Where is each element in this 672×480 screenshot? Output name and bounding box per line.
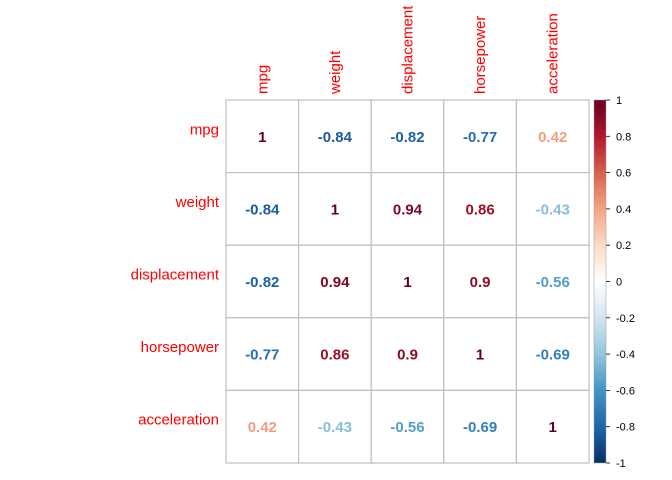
correlation-value-label: -0.56: [536, 274, 570, 291]
correlation-value-label: -0.84: [245, 201, 280, 218]
column-label: displacement: [400, 5, 417, 94]
correlation-value-label: 1: [476, 347, 484, 364]
correlation-value-label: -0.69: [463, 419, 497, 436]
correlation-value-label: 0.94: [320, 274, 350, 291]
matrix-cell: [298, 389, 372, 464]
colorbar-tick-label: -0.6: [616, 385, 635, 397]
matrix-cell: [443, 244, 517, 319]
row-label: acceleration: [138, 412, 219, 429]
column-label: acceleration: [545, 13, 562, 94]
correlation-value-label: 0.42: [248, 419, 277, 436]
matrix-cell: [370, 317, 445, 391]
matrix-cell: [225, 317, 300, 391]
correlation-value-label: 0.86: [465, 201, 494, 218]
colorbar: 1 0.8 0.6 0.4 0.2 0 -0.2 -0.4 -0.6 -0.8 -1: [593, 95, 635, 470]
column-label: weight: [327, 50, 344, 95]
colorbar-tick-label: 0.2: [616, 240, 631, 252]
correlation-value-label: 0.86: [320, 347, 349, 364]
correlation-value-label: 1: [258, 129, 266, 146]
correlation-value-label: 1: [403, 274, 411, 291]
colorbar-tick-label: -0.2: [616, 313, 635, 325]
correlation-value-label: -0.82: [390, 129, 424, 146]
row-labels: mpg weight displacement horsepower accelerat…: [131, 121, 220, 428]
row-label: horsepower: [141, 339, 219, 356]
correlation-value-label: 0.9: [397, 347, 418, 364]
correlation-value-label: -0.43: [536, 201, 570, 218]
row-label: mpg: [190, 121, 219, 138]
row-label: displacement: [131, 267, 220, 284]
matrix-cell: [515, 389, 590, 464]
colorbar-tick-label: 0.4: [616, 204, 631, 216]
correlation-value-label: 1: [549, 419, 557, 436]
matrix-cell: [225, 172, 300, 246]
matrix-cell: [370, 389, 445, 464]
colorbar-tick-label: 0: [616, 277, 622, 289]
colorbar-tick-label: 0.8: [616, 131, 631, 143]
correlation-value-label: 0.9: [470, 274, 491, 291]
matrix-cell: [298, 99, 372, 174]
matrix-cell: [515, 172, 590, 246]
colorbar-tick-label: -0.4: [616, 349, 635, 361]
correlation-value-label: -0.77: [463, 129, 497, 146]
correlation-value-label: -0.43: [318, 419, 352, 436]
matrix-cell: [370, 99, 445, 174]
colorbar-scale: [593, 99, 607, 464]
correlation-value-label: -0.56: [390, 419, 424, 436]
colorbar-tick-label: 0.6: [616, 168, 631, 180]
row-label: weight: [175, 194, 220, 211]
correlation-value-label: 1: [331, 201, 339, 218]
column-label: mpg: [254, 65, 271, 94]
correlation-matrix: 1 -0.84 -0.82 -0.77 0.42 -0.84 1 0.94 0.86 -0.43 -…: [225, 99, 590, 464]
colorbar-tick-label: -0.8: [616, 422, 635, 434]
correlation-value-label: -0.82: [245, 274, 279, 291]
matrix-cell: [298, 244, 372, 319]
matrix-cell: [443, 317, 517, 391]
matrix-cell: [225, 99, 300, 174]
column-labels: mpg weight displacement horsepower accelerat…: [254, 5, 561, 95]
correlation-value-label: 0.94: [393, 201, 423, 218]
colorbar-tick-label: 1: [616, 95, 622, 107]
matrix-cell: [515, 317, 590, 391]
matrix-cell: [225, 389, 300, 464]
column-label: horsepower: [472, 16, 489, 94]
correlation-value-label: -0.84: [318, 129, 353, 146]
matrix-cell: [370, 172, 445, 246]
matrix-cell: [298, 317, 372, 391]
correlation-value-label: -0.69: [536, 347, 570, 364]
correlation-value-label: -0.77: [245, 347, 279, 364]
correlation-value-label: 0.42: [538, 129, 567, 146]
colorbar-tick-label: -1: [616, 458, 626, 470]
